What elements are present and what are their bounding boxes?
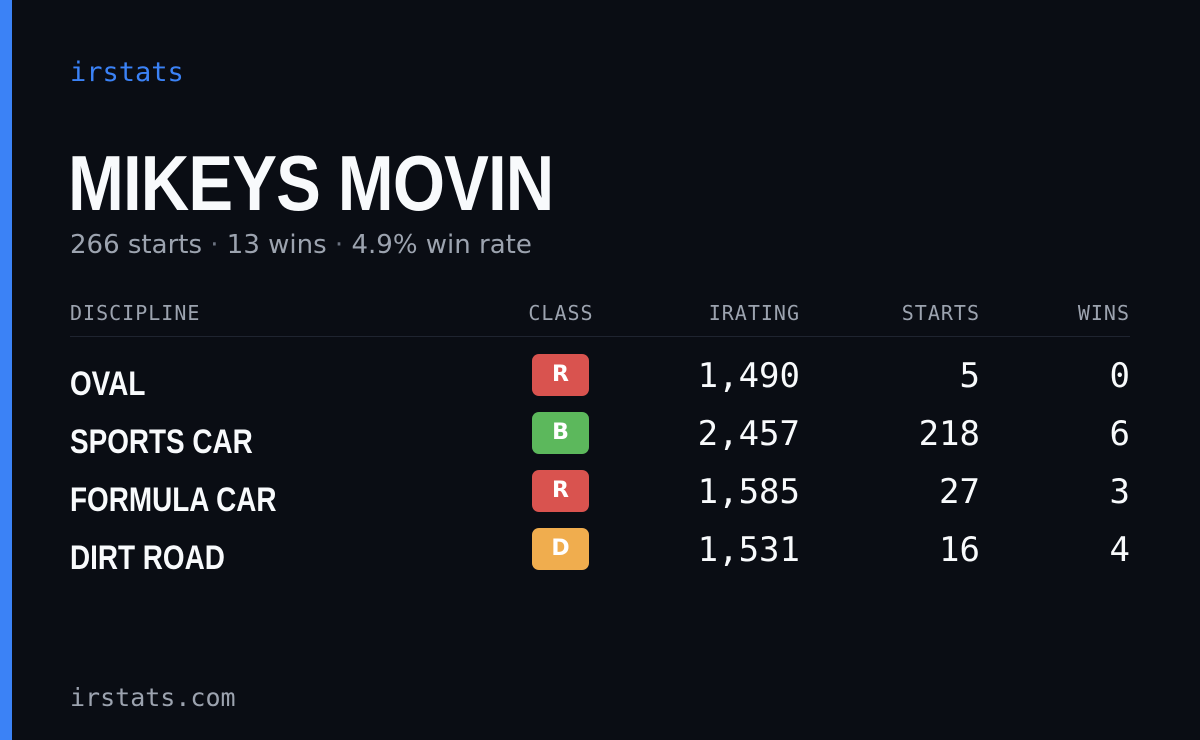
irating-value: 1,531 (697, 530, 800, 570)
table-row: FORMULA CAR R 1,585 27 3 (70, 468, 1130, 526)
driver-name: MIKEYS MOVIN (68, 139, 554, 227)
discipline-name: DIRT ROAD (70, 539, 225, 577)
header-class: CLASS (528, 301, 594, 325)
discipline-table: OVAL R 1,490 5 0 SPORTS CAR B 2,457 218 … (70, 352, 1130, 584)
driver-summary: 266 starts · 13 wins · 4.9% win rate (70, 228, 532, 262)
table-row: SPORTS CAR B 2,457 218 6 (70, 410, 1130, 468)
discipline-name: OVAL (70, 365, 146, 403)
wins-value: 6 (1109, 414, 1130, 454)
starts-value: 27 (939, 472, 980, 512)
accent-bar (0, 0, 12, 740)
summary-separator: · (202, 230, 227, 260)
irating-value: 1,490 (697, 356, 800, 396)
footer-site-link[interactable]: irstats.com (70, 683, 236, 712)
irating-value: 1,585 (697, 472, 800, 512)
class-badge: B (532, 412, 589, 454)
wins-value: 4 (1109, 530, 1130, 570)
wins-value: 0 (1109, 356, 1130, 396)
table-row: OVAL R 1,490 5 0 (70, 352, 1130, 410)
header-starts: STARTS (901, 301, 980, 325)
wins-value: 3 (1109, 472, 1130, 512)
starts-value: 218 (918, 414, 980, 454)
table-row: DIRT ROAD D 1,531 16 4 (70, 526, 1130, 584)
header-discipline: DISCIPLINE (70, 301, 201, 325)
irating-value: 2,457 (697, 414, 800, 454)
discipline-name: FORMULA CAR (70, 481, 277, 519)
header-irating: IRATING (708, 301, 800, 325)
summary-separator: · (326, 230, 352, 260)
brand-logo[interactable]: irstats (70, 57, 184, 88)
class-badge: R (532, 354, 589, 396)
starts-value: 5 (959, 356, 980, 396)
table-header: DISCIPLINE CLASS IRATING STARTS WINS (70, 300, 1130, 337)
class-badge: R (532, 470, 589, 512)
summary-win-rate: 4.9% win rate (351, 230, 532, 260)
summary-wins: 13 wins (226, 230, 327, 260)
header-wins: WINS (1077, 301, 1130, 325)
summary-starts: 266 starts (70, 230, 202, 260)
class-badge: D (532, 528, 589, 570)
starts-value: 16 (939, 530, 980, 570)
discipline-name: SPORTS CAR (70, 423, 253, 461)
